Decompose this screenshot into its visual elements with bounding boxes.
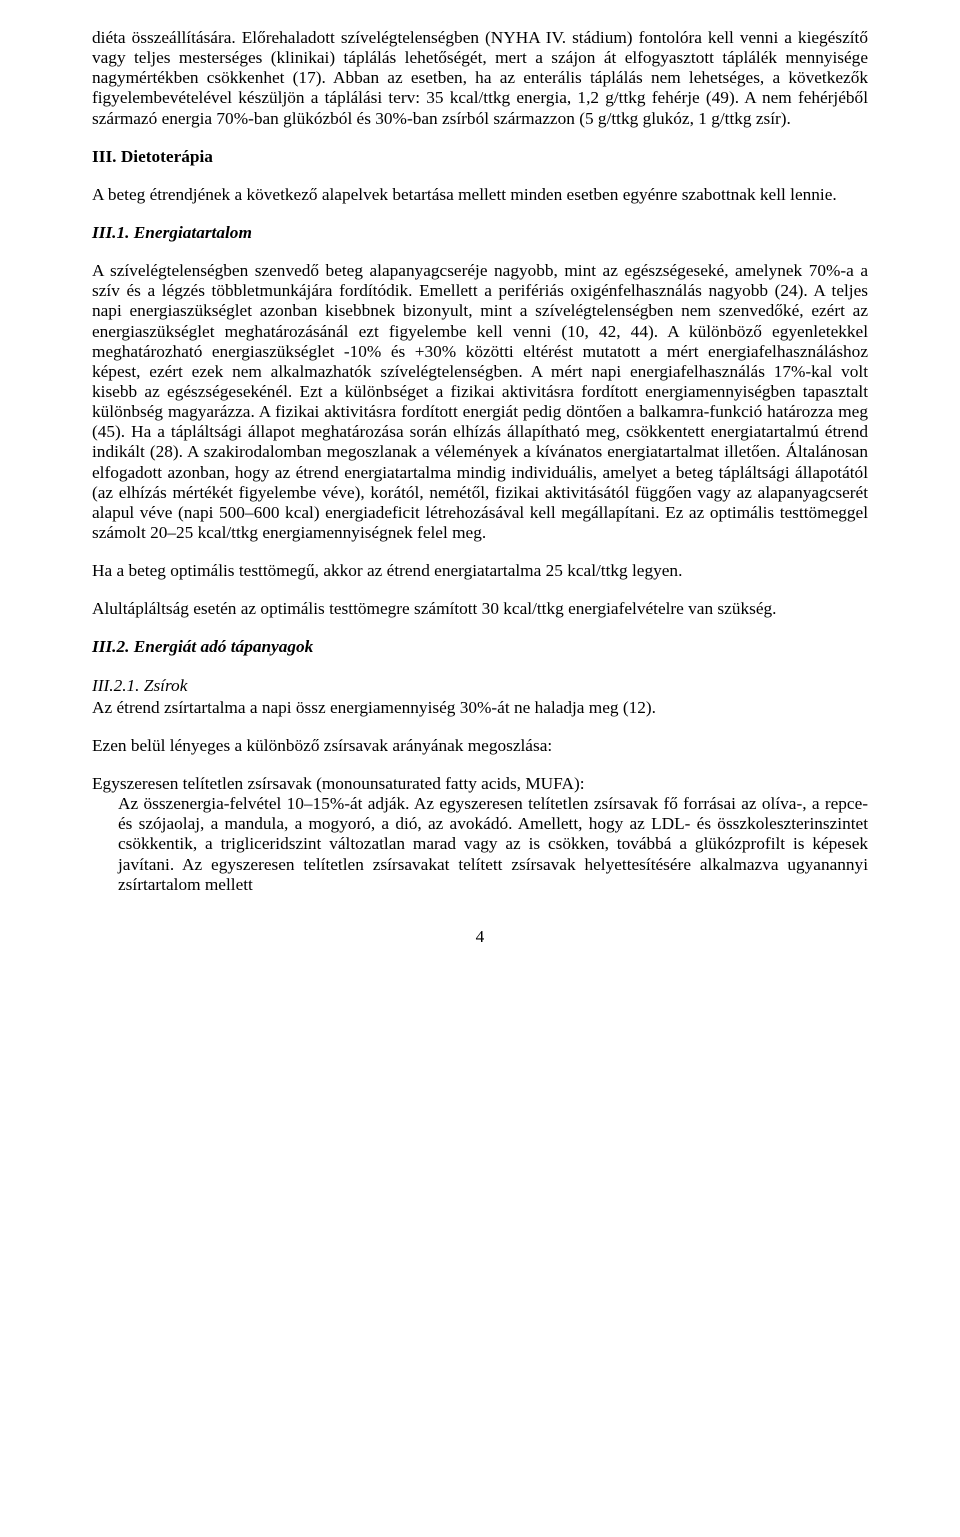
page-number: 4	[92, 927, 868, 947]
paragraph-energy-content: A szívelégtelenségben szenvedő beteg ala…	[92, 261, 868, 543]
paragraph-mufa-label: Egyszeresen telítetlen zsírsavak (monoun…	[92, 774, 868, 794]
paragraph-optimal-weight: Ha a beteg optimális testtömegű, akkor a…	[92, 561, 868, 581]
paragraph-principles: A beteg étrendjének a következő alapelve…	[92, 185, 868, 205]
subheading-iii-2-1: III.2.1. Zsírok	[92, 676, 868, 696]
paragraph-intro: diéta összeállítására. Előrehaladott szí…	[92, 28, 868, 129]
paragraph-fat-content: Az étrend zsírtartalma a napi össz energ…	[92, 698, 868, 718]
paragraph-mufa-body: Az összenergia-felvétel 10–15%-át adják.…	[92, 794, 868, 895]
heading-iii: III. Dietoterápia	[92, 147, 868, 167]
heading-iii-1: III.1. Energiatartalom	[92, 223, 868, 243]
document-page: diéta összeállítására. Előrehaladott szí…	[0, 0, 960, 975]
paragraph-fatty-acid-intro: Ezen belül lényeges a különböző zsírsava…	[92, 736, 868, 756]
heading-iii-2: III.2. Energiát adó tápanyagok	[92, 637, 868, 657]
paragraph-malnutrition: Alultápláltság esetén az optimális testt…	[92, 599, 868, 619]
